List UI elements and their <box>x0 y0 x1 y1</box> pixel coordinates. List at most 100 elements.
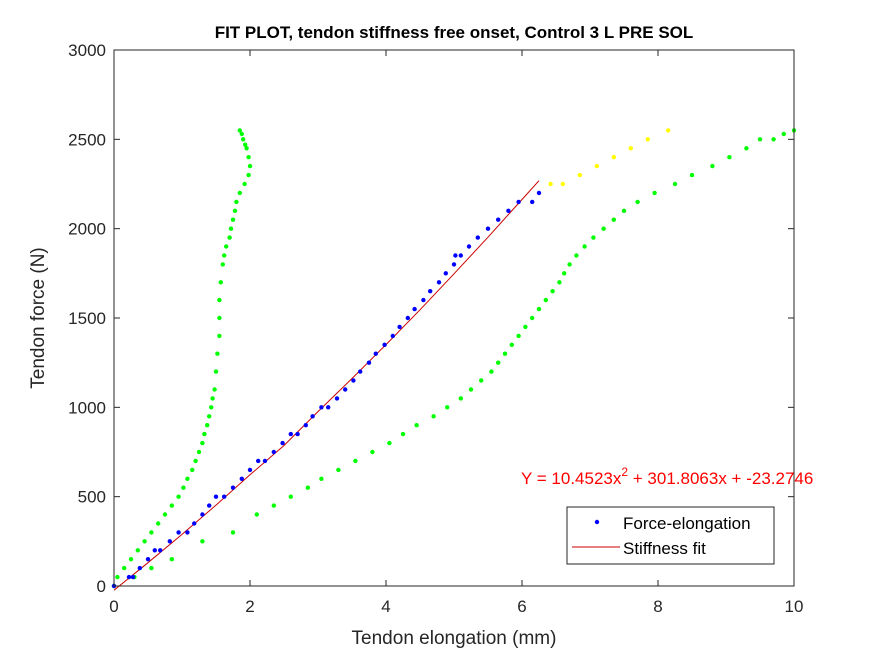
fit-points-point <box>496 217 501 222</box>
excluded-point <box>628 146 633 151</box>
raw-point <box>353 458 358 464</box>
raw-point <box>200 539 205 544</box>
excluded-points-layer <box>548 128 671 187</box>
fit-points-point <box>397 324 402 330</box>
raw-point <box>234 199 239 205</box>
fit-points-point <box>280 440 285 446</box>
raw-point <box>217 315 222 321</box>
raw-point <box>202 431 207 437</box>
raw-point <box>232 208 238 213</box>
raw-point <box>336 467 341 473</box>
raw-point <box>217 297 222 303</box>
raw-point <box>149 530 154 535</box>
fit-points-point <box>451 262 457 267</box>
fit-points-point <box>262 458 268 464</box>
y-axis-label: Tendon force (N) <box>28 247 49 389</box>
x-tick-label: 6 <box>517 597 526 616</box>
excluded-point <box>548 181 553 187</box>
raw-point <box>254 512 259 517</box>
raw-point <box>230 530 236 535</box>
y-axis: 0 500 1000 1500 2000 2500 3000 <box>68 41 794 596</box>
raw-point <box>468 387 474 392</box>
fit-points-point <box>373 351 378 356</box>
raw-point <box>727 155 732 160</box>
fit-points-point <box>271 449 276 455</box>
legend-box <box>566 506 775 565</box>
raw-point <box>181 485 186 490</box>
raw-point <box>212 387 217 392</box>
raw-point <box>222 253 227 258</box>
raw-point <box>530 315 535 321</box>
raw-point <box>414 423 419 428</box>
excluded-point <box>611 155 616 160</box>
fit-points-point <box>303 423 308 428</box>
raw-point <box>169 557 174 562</box>
fit-points-point <box>343 387 348 392</box>
raw-point <box>489 369 494 374</box>
legend-label-stiffness-fit: Stiffness fit <box>623 539 706 558</box>
fit-points-point <box>319 405 324 410</box>
legend-label-force-elongation: Force-elongation <box>623 514 751 533</box>
fit-points-point <box>421 297 426 303</box>
excluded-point <box>645 137 650 142</box>
raw-point <box>241 137 246 142</box>
raw-point <box>162 512 168 517</box>
excluded-point <box>560 181 565 187</box>
fit-points-point <box>230 485 236 490</box>
y-tick-label: 3000 <box>68 41 106 60</box>
raw-point <box>227 235 232 240</box>
raw-point <box>582 244 587 249</box>
raw-point <box>479 378 484 383</box>
raw-point <box>246 172 251 178</box>
raw-point <box>744 146 749 151</box>
raw-point <box>387 440 392 446</box>
fit-points-point <box>213 494 219 499</box>
raw-point <box>239 131 244 137</box>
raw-point <box>205 423 210 428</box>
raw-point <box>516 333 521 339</box>
fit-points-point <box>358 369 363 374</box>
x-tick-label: 8 <box>653 597 662 616</box>
raw-point <box>243 142 248 147</box>
fit-points-point <box>412 306 417 312</box>
raw-point <box>458 396 463 401</box>
legend: Force-elongation Stiffness fit <box>566 506 775 565</box>
raw-point <box>601 226 606 231</box>
fit-points-point <box>366 360 372 365</box>
fit-equation-annotation: Y = 10.4523x2 + 301.8063x + -23.2746 <box>521 465 813 488</box>
raw-point <box>142 539 147 544</box>
y-tick-label: 2000 <box>68 220 106 239</box>
raw-point <box>445 405 450 410</box>
raw-point <box>672 181 678 187</box>
fit-points-point <box>326 405 331 410</box>
raw-point <box>611 217 616 222</box>
x-tick-label: 10 <box>785 597 804 616</box>
fit-points-point <box>145 557 151 562</box>
raw-point <box>228 226 234 231</box>
raw-point <box>757 137 763 142</box>
fit-points-point <box>506 208 511 213</box>
chart-title: FIT PLOT, tendon stiffness free onset, C… <box>215 23 694 42</box>
fit-points-point <box>485 226 491 231</box>
y-tick-label: 2500 <box>68 130 106 149</box>
raw-point <box>288 494 293 499</box>
raw-point <box>400 431 406 437</box>
raw-point <box>502 351 508 356</box>
raw-point <box>781 131 786 137</box>
raw-point <box>621 208 627 213</box>
fit-points-point <box>152 548 157 553</box>
raw-data-layer <box>111 128 797 589</box>
raw-point <box>242 181 247 187</box>
raw-point <box>635 199 640 205</box>
fit-points-point <box>137 565 142 571</box>
raw-point <box>169 503 174 508</box>
raw-point <box>200 440 205 446</box>
fit-points-point <box>530 199 535 205</box>
fit-points-point <box>436 280 442 285</box>
raw-point <box>176 494 181 499</box>
raw-point <box>557 280 562 285</box>
fit-points-point <box>295 431 300 437</box>
fit-points-point <box>192 521 197 526</box>
raw-point <box>190 467 195 473</box>
raw-point <box>122 565 127 571</box>
